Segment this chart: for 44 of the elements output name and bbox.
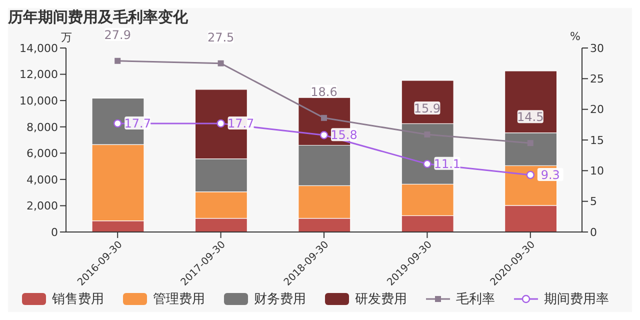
legend-label: 财务费用	[253, 291, 306, 308]
data-label: 11.1	[434, 156, 461, 171]
y-tick-label: 2,000	[26, 200, 58, 213]
y-tick-label: 14,000	[20, 42, 58, 55]
point	[320, 130, 328, 140]
y-axis-title: 万	[61, 30, 72, 45]
data-label: 17.7	[227, 116, 254, 130]
y2-tick-label: 20	[590, 103, 604, 116]
y-tick-label: 8,000	[26, 120, 58, 134]
legend-label: 管理费用	[152, 291, 205, 308]
chart-title: 历年期间费用及毛利率变化	[8, 8, 188, 27]
data-label: 15.8	[330, 128, 358, 142]
data-label: 18.6	[310, 84, 338, 99]
y2-tick-label: 0	[590, 226, 597, 239]
legend-label: 研发费用	[354, 291, 407, 308]
y-tick-label: 4,000	[26, 173, 58, 186]
y-tick-label: 12,000	[20, 68, 58, 82]
data-label: 15.9	[414, 101, 441, 116]
y2-tick-label: 25	[590, 72, 604, 86]
y2-tick-label: 5	[590, 195, 597, 208]
legend-label: 销售费用	[51, 291, 104, 308]
data-label: 14.5	[517, 110, 544, 124]
point	[423, 160, 432, 168]
point	[526, 170, 534, 180]
point	[114, 119, 122, 128]
data-label: 27.5	[207, 30, 234, 44]
y2-tick-label: 10	[590, 164, 604, 178]
y2-axis-title: %	[570, 30, 580, 43]
point	[216, 119, 225, 128]
y2-tick-label: 15	[590, 134, 604, 147]
y-tick-label: 10,000	[20, 94, 58, 108]
y-tick-label: 0	[51, 226, 58, 239]
point	[114, 58, 121, 64]
legend-label: 毛利率	[455, 291, 495, 308]
data-label: 17.7	[124, 116, 151, 130]
point	[218, 60, 224, 66]
point	[527, 140, 534, 146]
y-tick-label: 6,000	[26, 147, 58, 160]
data-label: 9.3	[540, 168, 560, 182]
point	[321, 114, 327, 121]
y2-tick-label: 30	[590, 42, 604, 55]
data-label: 27.9	[104, 28, 131, 42]
point	[424, 131, 430, 138]
legend-label: 期间费用率	[543, 291, 609, 308]
